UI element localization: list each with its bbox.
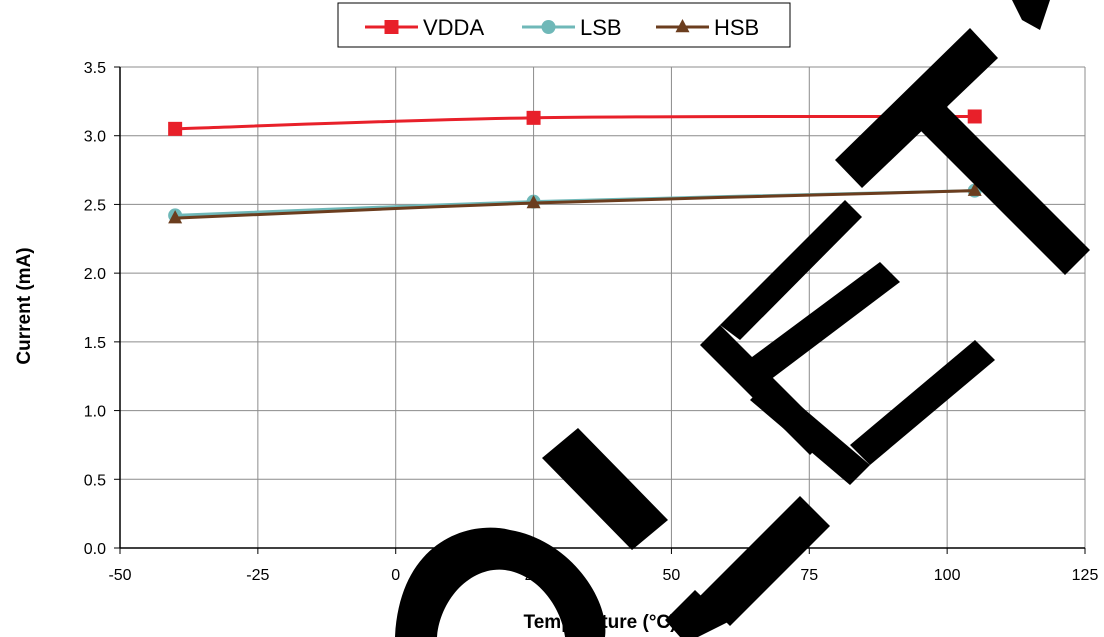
- y-tick-label: 3.5: [84, 60, 106, 77]
- series-layer: [168, 109, 982, 224]
- data-point: [675, 18, 690, 33]
- y-tick-label: 1.5: [84, 335, 106, 352]
- legend-label: VDDA: [423, 15, 484, 40]
- legend-box: [337, 2, 791, 48]
- x-tick-label: 125: [1072, 567, 1099, 584]
- legend: VDDA LSB HSB: [337, 2, 791, 48]
- x-tick-label: -25: [246, 567, 269, 584]
- data-point: [526, 110, 541, 125]
- series-hsb: [168, 182, 982, 224]
- y-tick-label: 2.5: [84, 197, 106, 214]
- data-point: [526, 195, 541, 209]
- watermark-letter-b: [542, 428, 668, 550]
- watermark-letter-t: [835, 28, 998, 188]
- data-point: [168, 121, 183, 136]
- legend-label: LSB: [580, 15, 622, 40]
- watermark-stroke-7: [1012, 0, 1050, 30]
- data-point: [967, 182, 982, 196]
- legend-item-lsb: LSB: [522, 15, 622, 40]
- watermark-stroke-5: [750, 380, 870, 485]
- x-tick-label: 100: [934, 567, 961, 584]
- legend-item-vdda: VDDA: [365, 15, 484, 40]
- x-tick-label: 50: [663, 567, 681, 584]
- watermark-stroke-4: [850, 340, 995, 465]
- series-vdda: [168, 109, 982, 136]
- series-line: [175, 114, 975, 131]
- watermark-letter-s: [665, 590, 728, 637]
- series-line: [175, 189, 975, 220]
- watermark-letter-o: [395, 527, 606, 637]
- y-tick-label: 0.5: [84, 472, 106, 489]
- y-tick-label: 0.0: [84, 541, 106, 558]
- y-tick-label: 3.0: [84, 129, 106, 146]
- legend-item-hsb: HSB: [656, 15, 759, 40]
- watermark-letter-l: [720, 200, 862, 340]
- data-point: [967, 109, 982, 124]
- watermark-obsolete: [395, 0, 1090, 637]
- y-axis-title: Current (mA): [14, 247, 35, 364]
- data-point: [168, 210, 183, 224]
- y-tick-label: 2.0: [84, 266, 106, 283]
- x-tick-label: 0: [391, 567, 400, 584]
- watermark-letter-e: [748, 262, 900, 380]
- data-point: [541, 20, 556, 34]
- watermark-stroke-2: [700, 496, 830, 626]
- legend-label: HSB: [714, 15, 759, 40]
- data-point: [384, 20, 399, 34]
- x-tick-label: 75: [800, 567, 818, 584]
- y-tick-label: 1.0: [84, 404, 106, 421]
- x-tick-label: -50: [108, 567, 131, 584]
- watermark-stroke-6: [910, 95, 1090, 275]
